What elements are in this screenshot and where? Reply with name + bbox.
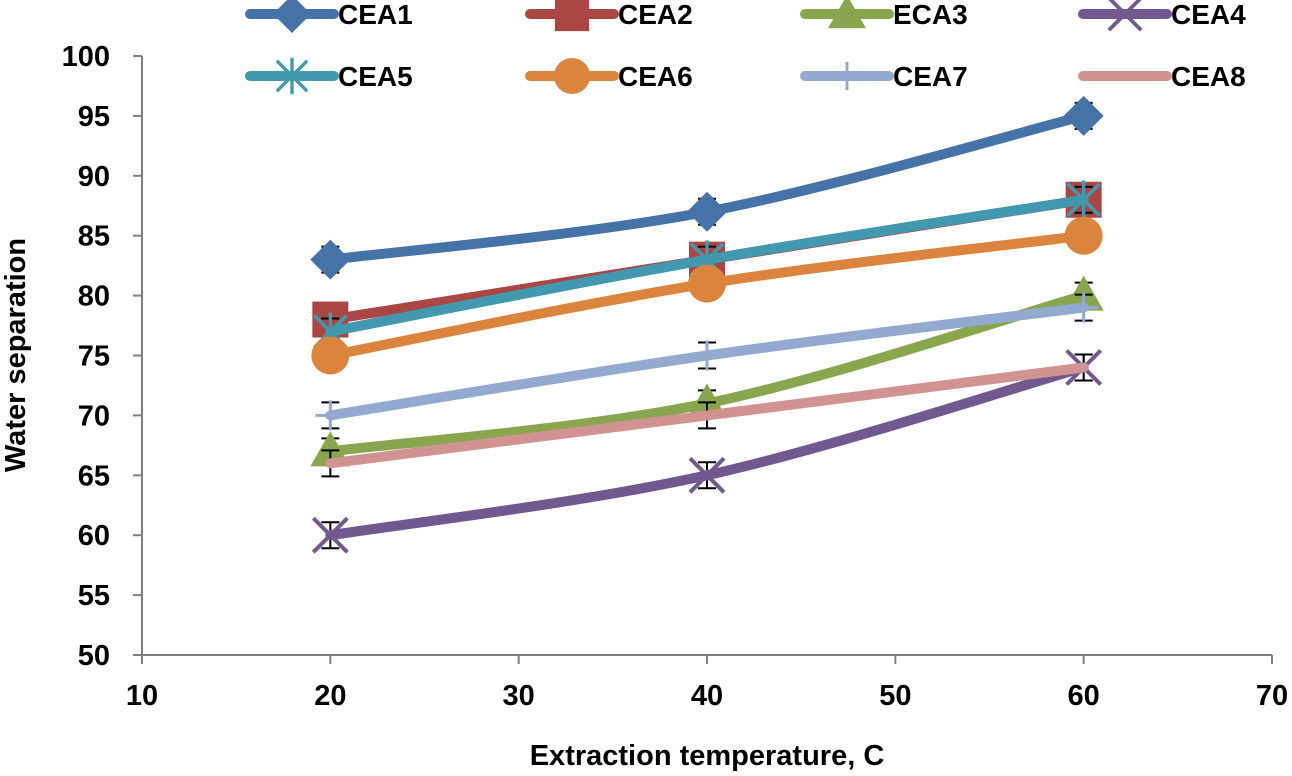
series-cea1: [310, 95, 1104, 280]
data-point-circle: [311, 336, 350, 375]
x-axis-title: Extraction temperature, C: [530, 740, 885, 772]
x-tick-label: 70: [1256, 680, 1288, 712]
legend-item-cea1: CEA1: [245, 0, 413, 33]
series-cea5: [313, 180, 1101, 351]
x-tick-label: 60: [1068, 680, 1100, 712]
data-point-diamond: [687, 191, 727, 232]
chart-axes: 10 20 30 40 50 60 70 50 55 60 65 70 75 80 85 90 95 100: [62, 41, 1289, 712]
legend-item-cea2: CEA2: [525, 0, 693, 32]
data-point-plus: [1068, 292, 1099, 323]
y-tick-label: 80: [78, 281, 110, 313]
legend: CEA1 CEA2 ECA3 CEA4 CEA5 CEA6 CEA7 CEA8: [245, 0, 1246, 95]
legend-item-cea7: CEA7: [800, 61, 968, 92]
y-axis-title: Water separation: [0, 238, 32, 472]
legend-marker: [554, 0, 590, 32]
data-point-plus: [315, 400, 346, 431]
legend-label: CEA8: [1171, 61, 1246, 92]
legend-label: CEA4: [1171, 0, 1246, 30]
legend-marker: [553, 57, 591, 95]
x-tick-label: 10: [126, 680, 158, 712]
legend-item-eca3: ECA3: [800, 0, 968, 30]
series-layer: [310, 95, 1104, 554]
y-tick-label: 70: [78, 400, 110, 432]
series-cea6: [311, 216, 1103, 375]
legend-item-cea5: CEA5: [245, 57, 413, 95]
series-line: [325, 110, 1089, 265]
legend-label: CEA7: [893, 61, 968, 92]
y-tick-label: 75: [78, 341, 110, 373]
x-tick-group: 10 20 30 40 50 60 70: [126, 655, 1288, 712]
y-tick-label: 50: [78, 640, 110, 672]
data-point-asterisk: [1066, 180, 1101, 219]
legend-marker: [832, 61, 862, 91]
legend-marker: [1107, 0, 1143, 32]
legend-label: CEA2: [618, 0, 693, 30]
series-cea7: [315, 292, 1099, 431]
x-tick-label: 30: [503, 680, 535, 712]
y-tick-label: 90: [78, 161, 110, 193]
x-tick-label: 40: [691, 680, 723, 712]
series-cea8: [321, 353, 1093, 478]
legend-label: CEA5: [338, 61, 413, 92]
x-tick-label: 20: [314, 680, 346, 712]
y-tick-label: 100: [62, 41, 110, 73]
y-tick-label: 55: [78, 580, 110, 612]
y-tick-label: 85: [78, 221, 110, 253]
legend-label: CEA6: [618, 61, 693, 92]
legend-marker: [828, 0, 866, 29]
legend-item-cea4: CEA4: [1078, 0, 1246, 32]
data-point-diamond: [310, 239, 351, 280]
legend-label: ECA3: [893, 0, 968, 30]
x-tick-label: 50: [879, 680, 911, 712]
y-tick-group: 50 55 60 65 70 75 80 85 90 95 100: [62, 41, 142, 672]
y-tick-label: 60: [78, 520, 110, 552]
legend-marker: [273, 0, 311, 33]
y-tick-label: 65: [78, 460, 110, 492]
legend-marker: [275, 57, 309, 95]
data-point-diamond: [1063, 95, 1104, 136]
data-point-x: [688, 456, 726, 494]
y-tick-label: 95: [78, 101, 110, 133]
data-point-circle: [688, 264, 726, 303]
legend-item-cea6: CEA6: [525, 57, 693, 95]
data-point-circle: [1064, 216, 1103, 255]
legend-label: CEA1: [338, 0, 413, 30]
legend-item-cea8: CEA8: [1078, 61, 1246, 92]
data-point-plus: [692, 340, 722, 371]
series-line: [325, 362, 1089, 469]
data-point-x: [311, 516, 349, 554]
